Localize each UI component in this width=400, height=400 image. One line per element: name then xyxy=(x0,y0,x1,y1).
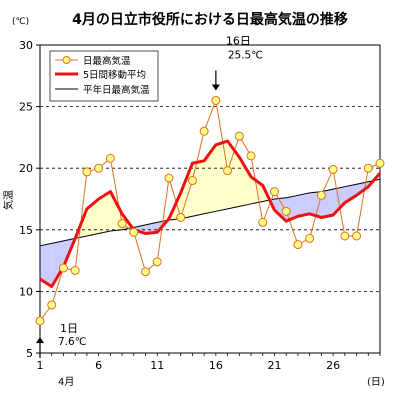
daily-max-point xyxy=(70,265,80,275)
daily-max-point xyxy=(281,206,291,216)
fill-below-normal xyxy=(145,222,158,234)
daily-max-point xyxy=(375,158,385,168)
svg-text:気温: 気温 xyxy=(2,190,15,210)
fill-above-normal xyxy=(204,144,216,214)
fill-above-normal xyxy=(215,141,228,212)
y-axis: 5 10 15 20 25 30 xyxy=(19,39,40,360)
daily-max-point xyxy=(352,231,362,241)
y-axis-label: 気温 xyxy=(2,190,15,210)
daily-max-point xyxy=(199,126,209,136)
x-unit: (日) xyxy=(367,377,385,388)
x-tick-label: 21 xyxy=(267,359,281,372)
y-unit: (℃) xyxy=(12,17,29,27)
series-markers xyxy=(35,95,385,326)
x-tick-label: 1 xyxy=(37,359,44,372)
annotation-arrow-head xyxy=(211,84,220,91)
daily-max-point xyxy=(187,176,197,186)
annotation-label: 25.5℃ xyxy=(228,49,263,61)
fill-below-normal xyxy=(51,240,64,287)
daily-max-point xyxy=(305,233,315,243)
plot-frame xyxy=(39,44,381,354)
chart-title: 4月の日立市役所における日最高気温の推移 xyxy=(72,11,348,28)
daily-max-point xyxy=(129,227,139,237)
y-tick-label: 5 xyxy=(26,347,33,360)
legend-label-moving-average: 5日間移動平均 xyxy=(83,69,146,81)
daily-max-point xyxy=(94,163,104,173)
annotation-label: 7.6℃ xyxy=(58,336,87,348)
moving-average-line xyxy=(39,139,382,288)
daily-max-point xyxy=(82,167,92,177)
fill-above-normal xyxy=(192,160,205,217)
fill-above-normal xyxy=(227,141,240,209)
daily-max-point xyxy=(164,173,174,183)
fill-below-normal xyxy=(274,197,287,222)
daily-max-point xyxy=(316,190,326,200)
legend-label-normal: 平年日最高気温 xyxy=(83,84,150,96)
y-tick-label: 25 xyxy=(19,101,33,114)
daily-max-point xyxy=(105,153,115,163)
y-tick-label: 20 xyxy=(19,162,33,175)
daily-max-point xyxy=(152,257,162,267)
month-label: 4月 xyxy=(58,376,74,388)
daily-max-point xyxy=(293,240,303,250)
legend: 日最高気温 5日間移動平均 平年日最高気温 xyxy=(49,50,159,102)
daily-max-point xyxy=(363,163,373,173)
daily-max-point xyxy=(117,219,127,229)
daily-max-point xyxy=(58,263,68,273)
daily-max-point xyxy=(176,212,186,222)
fill-below-normal xyxy=(40,243,52,287)
legend-label-daily: 日最高気温 xyxy=(83,55,131,67)
fill-above-normal xyxy=(98,191,111,234)
daily-max-point xyxy=(258,217,268,227)
x-tick-label: 6 xyxy=(95,359,102,372)
x-tick-label: 26 xyxy=(326,359,340,372)
daily-max-point xyxy=(35,316,45,326)
annotations: 16日 25.5℃ 1日7.6℃ xyxy=(36,34,263,358)
daily-max-point xyxy=(246,151,256,161)
y-tick-label: 15 xyxy=(19,224,33,237)
fill-above-normal xyxy=(239,157,252,207)
x-axis: 1 6 11 16 21 26 xyxy=(37,353,381,372)
fill-below-normal xyxy=(344,184,357,203)
daily-max-point xyxy=(47,300,57,310)
annotation-arrow-head xyxy=(36,336,44,343)
daily-max-point xyxy=(328,164,338,174)
x-tick-label: 11 xyxy=(150,359,164,372)
legend-marker-daily xyxy=(62,56,71,64)
annotation-label: 16日 xyxy=(226,34,251,47)
daily-max-point xyxy=(269,187,279,197)
daily-max-point xyxy=(211,95,221,105)
daily-max-point xyxy=(141,267,151,277)
daily-max-point xyxy=(234,131,244,141)
annotation-label: 1日 xyxy=(60,322,78,335)
y-tick-label: 10 xyxy=(19,285,33,298)
daily-max-point xyxy=(340,231,350,241)
daily-max-point xyxy=(223,166,233,176)
fill-below-normal xyxy=(297,192,310,217)
y-tick-label: 30 xyxy=(19,39,33,52)
fill-areas xyxy=(40,141,380,287)
x-tick-label: 16 xyxy=(209,359,223,372)
